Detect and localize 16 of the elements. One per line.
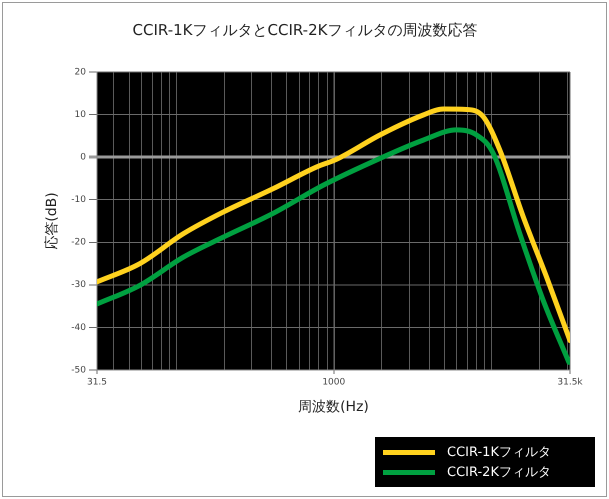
legend-label: CCIR-2Kフィルタ (447, 464, 551, 481)
y-tick-label: -20 (71, 238, 86, 248)
legend-label: CCIR-1Kフィルタ (447, 444, 551, 461)
y-tick-label: -50 (71, 365, 86, 376)
y-tick-label: -40 (71, 322, 86, 333)
y-tick-label: -10 (71, 195, 86, 206)
chart-title: CCIR-1KフィルタとCCIR-2Kフィルタの周波数応答 (132, 20, 478, 39)
x-tick-label: 31.5 (86, 378, 108, 388)
y-axis-title: 応答(dB) (44, 192, 60, 250)
y-tick-label: -30 (71, 280, 86, 290)
x-tick-label: 31.5k (557, 378, 584, 388)
y-tick-label: 10 (74, 110, 86, 120)
x-axis-title: 周波数(Hz) (298, 399, 369, 416)
y-tick-label: 0 (80, 152, 86, 162)
x-tick-label: 1000 (322, 378, 346, 388)
y-tick-label: 20 (74, 67, 86, 78)
